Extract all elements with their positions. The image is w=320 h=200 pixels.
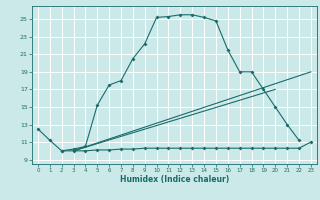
X-axis label: Humidex (Indice chaleur): Humidex (Indice chaleur) [120, 175, 229, 184]
